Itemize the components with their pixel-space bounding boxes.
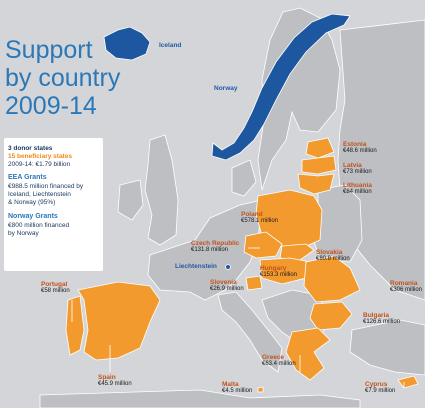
slovenia-shape[interactable] <box>245 275 263 291</box>
label-greece: Greece €63.4 million <box>262 354 296 368</box>
label-slovenia: Slovenia €26.9 million <box>210 279 244 293</box>
beneficiary-states-count: 15 beneficiary states <box>8 153 72 160</box>
lithuania-shape[interactable] <box>297 173 335 195</box>
cyprus-amount: €7.9 million <box>365 388 396 394</box>
poland-name: Poland <box>241 211 263 218</box>
greece-amount: €63.4 million <box>262 361 296 367</box>
label-romania: Romania €306 million <box>390 280 422 294</box>
norway-line-2: by Norway <box>8 230 39 237</box>
label-liechtenstein: Liechtenstein <box>175 263 217 270</box>
bulgaria-shape[interactable] <box>309 301 353 331</box>
period-total: 2009-14: €1.79 billion <box>8 161 71 168</box>
lithuania-name: Lithuania <box>343 182 372 189</box>
label-bulgaria: Bulgaria €126.6 million <box>363 312 400 326</box>
latvia-amount: €73 million <box>343 169 372 175</box>
ireland-land <box>117 179 144 221</box>
portugal-shape[interactable] <box>65 295 85 356</box>
romania-shape[interactable] <box>303 255 361 303</box>
label-latvia: Latvia €73 million <box>343 162 372 176</box>
bulgaria-amount: €126.6 million <box>363 319 401 325</box>
romania-name: Romania <box>390 280 418 287</box>
slovenia-name: Slovenia <box>210 279 237 286</box>
malta-amount: €4.5 million <box>222 388 253 394</box>
portugal-amount: €58 million <box>41 288 70 294</box>
malta-shape[interactable] <box>257 386 264 393</box>
greece-name: Greece <box>262 354 285 361</box>
uk-land <box>144 134 179 246</box>
slovenia-amount: €26.9 million <box>210 286 244 292</box>
slovakia-amount: €80.8 million <box>316 256 350 262</box>
spain-shape[interactable] <box>77 281 161 361</box>
estonia-amount: €48.6 million <box>343 148 377 154</box>
eea-line-3: & Norway (95%) <box>8 199 56 206</box>
czech-name: Czech Republic <box>191 240 240 247</box>
label-spain: Spain €45.9 million <box>98 374 132 388</box>
label-portugal: Portugal €58 million <box>41 281 70 295</box>
bulgaria-name: Bulgaria <box>363 312 390 319</box>
donor-states <box>103 13 351 270</box>
liechtenstein-marker[interactable] <box>225 264 231 270</box>
page-title: Support by country 2009-14 <box>5 36 120 120</box>
label-cyprus: Cyprus €7.9 million <box>365 381 395 395</box>
label-estonia: Estonia €48.6 million <box>343 141 377 155</box>
hungary-amount: €153.3 million <box>260 272 298 278</box>
hungary-name: Hungary <box>260 265 287 272</box>
label-iceland: Iceland <box>159 42 182 49</box>
eea-grants-heading: EEA Grants <box>8 174 47 181</box>
norway-grants-heading: Norway Grants <box>8 213 58 220</box>
estonia-name: Estonia <box>343 141 367 148</box>
north-africa-land <box>39 389 361 408</box>
italy-land <box>217 291 283 373</box>
czech-amount: €131.8 million <box>191 247 229 253</box>
lithuania-amount: €84 million <box>343 189 372 195</box>
label-norway: Norway <box>214 85 238 92</box>
leader-lines <box>71 247 405 388</box>
label-lithuania: Lithuania €84 million <box>343 182 372 196</box>
iceland-shape[interactable] <box>103 26 151 61</box>
title-line-2: by country <box>5 64 121 92</box>
other-countries <box>39 7 425 408</box>
malta-name: Malta <box>222 381 239 388</box>
eea-line-1: €988.5 million financed by <box>8 183 84 190</box>
latvia-name: Latvia <box>343 162 362 169</box>
romania-amount: €306 million <box>390 287 423 293</box>
label-czech-republic: Czech Republic €131.8 million <box>191 240 239 254</box>
portugal-name: Portugal <box>41 281 68 288</box>
norway-shape[interactable] <box>211 13 351 161</box>
estonia-shape[interactable] <box>305 137 335 159</box>
label-hungary: Hungary €153.3 million <box>260 265 297 279</box>
cyprus-name: Cyprus <box>365 381 388 388</box>
czech-shape[interactable] <box>243 231 283 259</box>
info-panel: 3 donor states 15 beneficiary states 200… <box>4 138 103 271</box>
label-slovakia: Slovakia €80.8 million <box>316 249 350 263</box>
greece-shape[interactable] <box>285 327 331 381</box>
label-malta: Malta €4.5 million <box>222 381 252 395</box>
label-poland: Poland €578.1 million <box>241 211 278 225</box>
turkey-land <box>349 319 425 376</box>
poland-amount: €578.1 million <box>241 218 279 224</box>
spain-amount: €45.9 million <box>98 381 132 387</box>
title-line-3: 2009-14 <box>5 92 97 120</box>
norway-line-1: €800 million financed <box>8 222 70 229</box>
cyprus-shape[interactable] <box>397 375 419 389</box>
slovakia-name: Slovakia <box>316 249 343 256</box>
latvia-shape[interactable] <box>301 155 337 175</box>
poland-shape[interactable] <box>255 189 323 249</box>
eea-line-2: Iceland, Liechtenstein <box>8 191 71 198</box>
donor-states-count: 3 donor states <box>8 145 53 152</box>
spain-name: Spain <box>98 374 116 381</box>
slovakia-shape[interactable] <box>279 243 315 261</box>
denmark-land <box>231 159 257 197</box>
beneficiary-states <box>65 137 419 393</box>
title-line-1: Support <box>5 36 93 64</box>
western-europe-land <box>147 199 263 301</box>
